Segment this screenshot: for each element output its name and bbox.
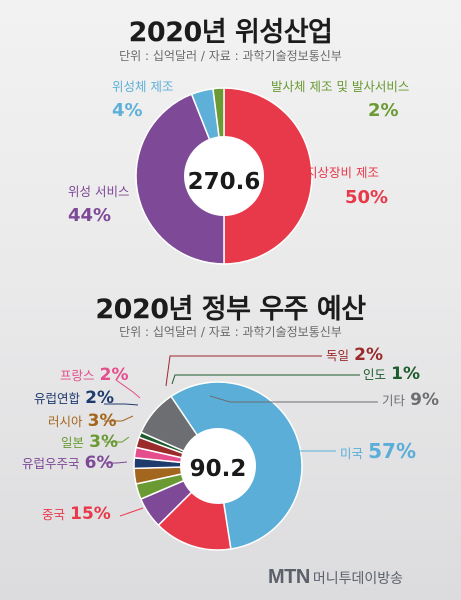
label-launch: 발사체 제조 및 발사서비스 [271, 79, 410, 94]
pie1-slice-1 [135, 93, 225, 265]
leader-line-china [119, 507, 144, 517]
label-etc-name: 기타 [382, 393, 406, 408]
label-india-value: 1% [391, 364, 420, 384]
pie-chart-industry [135, 87, 313, 265]
pie1-slice-0 [223, 87, 313, 265]
label-france-name: 프랑스 [60, 368, 95, 383]
chart2-title: 2020년 정부 우주 예산 [95, 294, 366, 325]
value-ground-equipment: 50% [345, 187, 389, 208]
chart1-subtitle: 단위 : 십억달러 / 자료 : 과학기술정보통신부 [119, 49, 342, 63]
value-launch: 2% [368, 100, 399, 121]
label-ground-equipment: 지상장비 제조 [306, 165, 379, 180]
label-germany-value: 2% [354, 345, 383, 365]
leader-line-france [115, 379, 141, 399]
label-japan: 일본 3% [61, 434, 118, 451]
label-japan-name: 일본 [61, 435, 85, 450]
label-russia-value: 3% [87, 411, 117, 431]
mtn-logo: MTN 머니투데이방송 [268, 566, 403, 589]
value-satellite-mfg: 4% [112, 100, 143, 121]
label-india: 인도 1% [363, 366, 420, 383]
label-russia: 러시아 3% [48, 413, 116, 430]
chart2-total: 90.2 [189, 456, 247, 482]
leader-line-india [171, 374, 360, 385]
leader-line-japan [104, 436, 130, 443]
label-usa-value: 57% [368, 439, 416, 463]
chart1-title: 2020년 위성산업 [128, 17, 333, 48]
chart2-subtitle: 단위 : 십억달러 / 자료 : 과학기술정보통신부 [119, 325, 342, 339]
label-etc-value: 9% [410, 390, 439, 410]
leader-line-germany [165, 355, 322, 387]
leader-line-etc [209, 395, 378, 403]
label-etc: 기타 9% [382, 392, 439, 409]
leader-line-esa [104, 461, 128, 464]
label-france: 프랑스 2% [60, 367, 128, 384]
label-esa-value: 6% [84, 453, 114, 473]
label-esa-name: 유럽우주국 [22, 456, 80, 471]
chart1-total: 270.6 [187, 169, 261, 195]
label-eu-value: 2% [85, 388, 114, 408]
label-india-name: 인도 [363, 367, 387, 382]
label-germany: 독일 2% [326, 347, 383, 364]
label-usa: 미국 57% [340, 441, 416, 461]
label-esa: 유럽우주국 6% [22, 455, 113, 472]
label-china-name: 중국 [42, 507, 66, 522]
leader-line-russia [104, 415, 134, 422]
label-satellite-mfg: 위성체 제조 [112, 79, 174, 94]
pie-chart-budget [133, 381, 303, 551]
label-germany-name: 독일 [326, 348, 350, 363]
value-satellite-service: 44% [68, 205, 112, 226]
logo-mark: MTN [268, 566, 310, 588]
leader-line-eu [104, 403, 139, 406]
label-eu: 유럽연합 2% [34, 390, 114, 407]
label-eu-name: 유럽연합 [34, 391, 81, 406]
label-china-value: 15% [70, 504, 111, 524]
label-japan-value: 3% [89, 432, 118, 452]
logo-text: 머니투데이방송 [312, 571, 403, 587]
leader-lines [104, 355, 378, 517]
pie2-center-hole [180, 428, 256, 504]
label-satellite-service: 위성 서비스 [68, 184, 130, 199]
label-russia-name: 러시아 [48, 414, 83, 429]
label-usa-name: 미국 [340, 446, 364, 461]
pie1-center-hole [184, 136, 264, 216]
label-france-value: 2% [99, 365, 129, 385]
label-china: 중국 15% [42, 506, 111, 523]
